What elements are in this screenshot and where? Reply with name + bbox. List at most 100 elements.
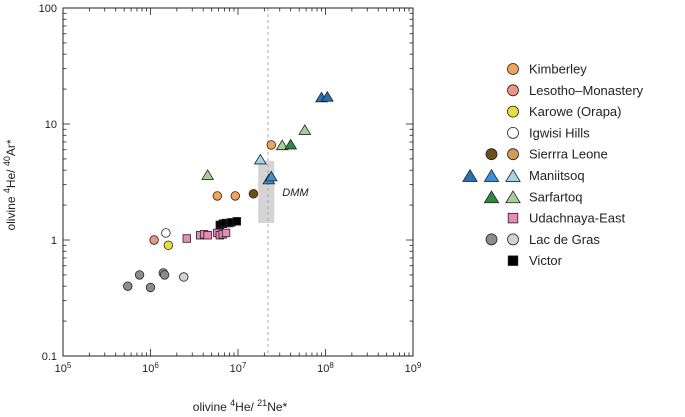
data-point bbox=[264, 170, 278, 182]
data-point bbox=[149, 235, 159, 245]
data-point bbox=[159, 270, 170, 280]
series bbox=[262, 170, 278, 185]
y-tick-label: 0.1 bbox=[42, 351, 57, 363]
legend-item: Lesotho–Monastery bbox=[507, 83, 644, 98]
legend-item: Kimberley bbox=[507, 62, 587, 77]
data-point bbox=[212, 191, 222, 201]
x-tick-label: 108 bbox=[317, 361, 334, 376]
legend-marker bbox=[505, 190, 521, 204]
x-tick-label-exp: 9 bbox=[417, 361, 422, 370]
legend-marker bbox=[505, 168, 521, 182]
legend-marker bbox=[483, 168, 500, 182]
series bbox=[284, 138, 298, 150]
data-point bbox=[230, 191, 240, 201]
legend-marker bbox=[507, 212, 519, 224]
data-point bbox=[145, 282, 156, 293]
legend: Kimberley Lesotho–Monastery Karowe (Orapa)… bbox=[462, 62, 644, 268]
data-point bbox=[320, 90, 334, 102]
series bbox=[315, 90, 334, 103]
legend-marker bbox=[507, 126, 519, 139]
legend-item: Sarfartoq bbox=[483, 189, 582, 204]
x-tick-label-exp: 5 bbox=[67, 361, 72, 370]
data-point bbox=[182, 234, 192, 243]
y-tick-label: 100 bbox=[39, 3, 57, 15]
x-axis-label-post: Ne* bbox=[267, 400, 287, 414]
legend-marker bbox=[507, 233, 519, 246]
legend-item: Igwisi Hills bbox=[507, 125, 590, 140]
data-point bbox=[179, 272, 189, 282]
legend-item: Udachnaya-East bbox=[507, 211, 625, 226]
x-tick-label: 106 bbox=[142, 361, 159, 376]
legend-marker bbox=[483, 190, 500, 204]
legend-marker bbox=[507, 84, 519, 97]
data-point bbox=[203, 230, 212, 240]
x-tick-label-base: 10 bbox=[55, 363, 67, 375]
x-tick-label-exp: 7 bbox=[242, 361, 247, 370]
y-axis-label-sup1: 4 bbox=[2, 188, 12, 193]
data-point bbox=[134, 270, 145, 280]
x-axis-label-pre: olivine bbox=[193, 400, 230, 414]
x-tick-labels: 105 106 107 108 109 bbox=[55, 361, 422, 376]
data-point bbox=[266, 140, 276, 150]
legend-label: Victor bbox=[529, 253, 563, 268]
series bbox=[179, 272, 189, 282]
y-tick-label: 1 bbox=[51, 235, 57, 247]
legend-item: Karowe (Orapa) bbox=[507, 104, 621, 119]
series bbox=[163, 240, 174, 251]
series bbox=[201, 124, 312, 180]
y-axis-label-mid: He/ bbox=[4, 166, 18, 188]
data-point bbox=[123, 281, 133, 291]
x-axis-label-sup2: 21 bbox=[257, 398, 267, 408]
series bbox=[248, 189, 259, 199]
dmm-box bbox=[258, 160, 275, 224]
series bbox=[215, 217, 242, 230]
legend-label: Lesotho–Monastery bbox=[529, 83, 644, 98]
series bbox=[253, 153, 267, 165]
series bbox=[149, 235, 159, 245]
legend-marker bbox=[485, 148, 498, 161]
x-tick-label-base: 10 bbox=[405, 363, 417, 375]
x-tick-label-base: 10 bbox=[230, 363, 242, 375]
legend-marker bbox=[507, 148, 519, 161]
legend-label: Sierrra Leone bbox=[529, 147, 608, 162]
legend-item: Sierrra Leone bbox=[485, 147, 608, 162]
y-axis-label: olivine 4He/ 40Ar* bbox=[2, 139, 18, 230]
series bbox=[212, 140, 276, 201]
legend-label: Igwisi Hills bbox=[529, 125, 590, 140]
legend-item: Lac de Gras bbox=[485, 232, 600, 247]
y-tick-label: 10 bbox=[45, 119, 57, 131]
data-point bbox=[248, 189, 259, 199]
legend-label: Kimberley bbox=[529, 62, 587, 77]
data-point bbox=[298, 124, 312, 135]
x-tick-label: 105 bbox=[55, 361, 72, 376]
legend-marker bbox=[507, 255, 519, 266]
y-axis-label-sup2: 40 bbox=[2, 156, 12, 166]
x-tick-label-base: 10 bbox=[317, 363, 329, 375]
legend-label: Lac de Gras bbox=[529, 232, 600, 247]
legend-label: Maniitsoq bbox=[529, 168, 585, 183]
y-axis-label-pre: olivine bbox=[4, 193, 18, 230]
legend-marker bbox=[507, 63, 519, 75]
x-axis-label-mid: He/ bbox=[235, 400, 257, 414]
data-point bbox=[275, 139, 289, 151]
legend-marker bbox=[485, 233, 498, 246]
legend-marker bbox=[462, 168, 478, 182]
data-point bbox=[253, 153, 267, 165]
data-point bbox=[161, 228, 171, 238]
y-axis-label-post: Ar* bbox=[4, 139, 18, 156]
x-axis-label-sup1: 4 bbox=[230, 398, 235, 408]
x-tick-label: 107 bbox=[230, 361, 247, 376]
data-point bbox=[284, 138, 298, 150]
data-points bbox=[123, 90, 334, 293]
plot-area bbox=[63, 8, 413, 356]
y-tick-labels: 0.1 1 10 100 bbox=[39, 3, 57, 363]
legend-item: Victor bbox=[507, 253, 563, 268]
series bbox=[123, 268, 170, 293]
data-point bbox=[232, 217, 242, 226]
plot-background bbox=[63, 8, 413, 356]
axis-ticks bbox=[62, 7, 414, 357]
legend-label: Karowe (Orapa) bbox=[529, 104, 621, 119]
x-tick-label: 109 bbox=[405, 361, 422, 376]
series bbox=[161, 228, 171, 238]
